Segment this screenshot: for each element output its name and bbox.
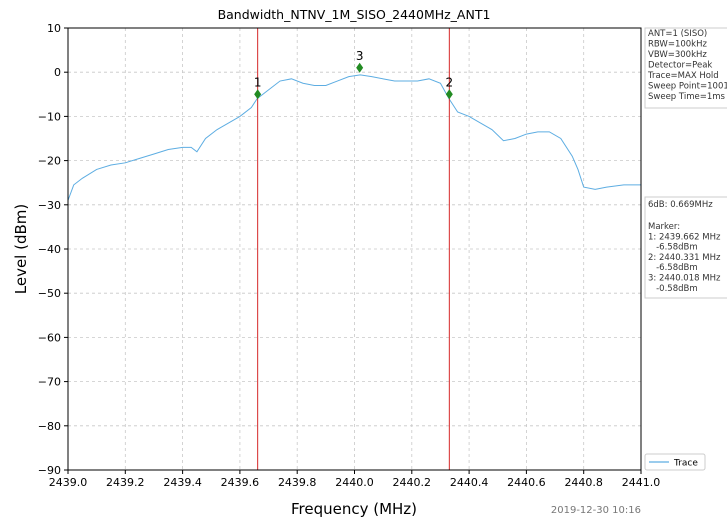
- x-tick-label: 2439.4: [163, 476, 202, 489]
- info-text: Trace=MAX Hold: [647, 71, 719, 81]
- legend-label: Trace: [673, 459, 698, 469]
- y-tick-label: −40: [38, 243, 61, 256]
- y-axis-label: Level (dBm): [12, 204, 30, 295]
- marker-point: [445, 89, 453, 100]
- y-tick-label: 10: [47, 22, 61, 35]
- info-text: RBW=100kHz: [648, 40, 707, 50]
- y-tick-label: −10: [38, 110, 61, 123]
- marker-box: [644, 196, 727, 299]
- marker-point: [254, 89, 262, 100]
- bandwidth-text: 6dB: 0.669MHz: [648, 200, 713, 210]
- marker-label: 3: [356, 49, 364, 63]
- x-tick-label: 2440.2: [393, 476, 432, 489]
- x-axis-label: Frequency (MHz): [291, 500, 417, 518]
- marker-info-text: -0.58dBm: [648, 284, 698, 294]
- x-tick-label: 2440.0: [335, 476, 374, 489]
- info-text: Sweep Time=1ms: [648, 92, 726, 102]
- marker-info-text: 2: 2440.331 MHz: [648, 253, 721, 263]
- y-tick-label: −20: [38, 155, 61, 168]
- y-tick-label: −80: [38, 420, 61, 433]
- marker-info-text: Marker:: [648, 222, 680, 232]
- x-tick-label: 2439.2: [106, 476, 145, 489]
- marker-info-text: 3: 2440.018 MHz: [648, 274, 721, 284]
- y-tick-label: 0: [54, 66, 61, 79]
- y-tick-label: −50: [38, 287, 61, 300]
- x-tick-label: 2439.6: [221, 476, 260, 489]
- info-text: ANT=1 (SISO): [648, 29, 707, 39]
- info-text: Detector=Peak: [648, 61, 712, 71]
- marker-info-text: 1: 2439.662 MHz: [648, 232, 721, 242]
- plot-frame: [67, 27, 642, 471]
- marker-label: 2: [446, 75, 454, 89]
- trace-line: [67, 74, 641, 201]
- x-tick-label: 2441.0: [622, 476, 661, 489]
- timestamp: 2019-12-30 10:16: [551, 505, 641, 516]
- info-text: VBW=300kHz: [648, 50, 707, 60]
- x-tick-label: 2439.0: [49, 476, 88, 489]
- marker-point: [356, 62, 364, 73]
- y-tick-label: −70: [38, 376, 61, 389]
- y-tick-label: −90: [38, 464, 61, 477]
- marker-info-text: -6.58dBm: [648, 263, 698, 273]
- y-tick-label: −60: [38, 331, 61, 344]
- marker-label: 1: [254, 75, 262, 89]
- x-tick-label: 2440.8: [564, 476, 603, 489]
- y-tick-label: −30: [38, 199, 61, 212]
- chart-title: Bandwidth_NTNV_1M_SISO_2440MHz_ANT1: [218, 7, 491, 22]
- info-text: Sweep Point=1001: [648, 82, 727, 92]
- marker-info-text: -6.58dBm: [648, 243, 698, 253]
- info-box: [644, 27, 727, 109]
- legend-box: [644, 453, 706, 471]
- x-tick-label: 2440.6: [507, 476, 546, 489]
- x-tick-label: 2439.8: [278, 476, 317, 489]
- x-tick-label: 2440.4: [450, 476, 489, 489]
